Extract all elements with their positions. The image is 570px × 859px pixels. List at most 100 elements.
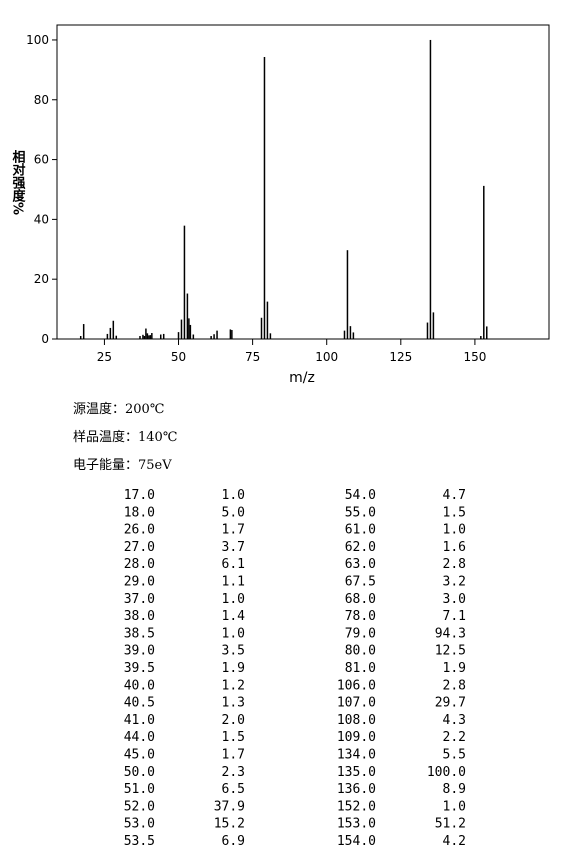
peak bbox=[352, 332, 355, 339]
mz-cell: 78.0 bbox=[345, 609, 376, 624]
intensity-cell: 1.6 bbox=[443, 540, 466, 555]
intensity-cell: 5.5 bbox=[443, 748, 466, 763]
intensity-cell: 1.1 bbox=[222, 575, 245, 590]
mz-cell: 38.5 bbox=[124, 626, 155, 641]
intensity-cell: 4.2 bbox=[443, 834, 466, 849]
peak bbox=[269, 333, 272, 339]
peak bbox=[349, 326, 352, 339]
peak bbox=[162, 333, 165, 339]
peak bbox=[346, 250, 349, 339]
intensity-cell: 1.2 bbox=[222, 678, 245, 693]
intensity-cell: 7.1 bbox=[443, 609, 466, 624]
intensity-cell: 8.9 bbox=[443, 782, 466, 797]
peak bbox=[79, 336, 82, 339]
mz-cell: 37.0 bbox=[124, 592, 155, 607]
x-tick-label: 50 bbox=[171, 350, 186, 364]
condition: 源温度：200℃ bbox=[73, 402, 165, 417]
intensity-cell: 12.5 bbox=[435, 644, 466, 659]
peak bbox=[112, 320, 115, 339]
mz-cell: 109.0 bbox=[337, 730, 376, 745]
x-tick-label: 125 bbox=[389, 350, 412, 364]
mz-cell: 28.0 bbox=[124, 557, 155, 572]
peak bbox=[229, 329, 232, 339]
mz-cell: 27.0 bbox=[124, 540, 155, 555]
mz-cell: 26.0 bbox=[124, 523, 155, 538]
mz-cell: 55.0 bbox=[345, 505, 376, 520]
mz-cell: 154.0 bbox=[337, 834, 376, 849]
mz-cell: 41.0 bbox=[124, 713, 155, 728]
peak bbox=[82, 324, 85, 339]
mz-cell: 152.0 bbox=[337, 799, 376, 814]
peak bbox=[186, 293, 189, 339]
y-tick-label: 80 bbox=[34, 93, 49, 107]
mz-cell: 44.0 bbox=[124, 730, 155, 745]
peak bbox=[231, 330, 233, 339]
intensity-cell: 1.0 bbox=[222, 626, 245, 641]
mz-cell: 63.0 bbox=[345, 557, 376, 572]
mz-cell: 54.0 bbox=[345, 488, 376, 503]
intensity-cell: 51.2 bbox=[435, 817, 466, 832]
peak bbox=[216, 330, 218, 339]
mz-cell: 134.0 bbox=[337, 748, 376, 763]
intensity-cell: 2.0 bbox=[222, 713, 245, 728]
mz-cell: 108.0 bbox=[337, 713, 376, 728]
intensity-cell: 1.9 bbox=[443, 661, 466, 676]
y-tick-label: 100 bbox=[26, 33, 49, 47]
peak bbox=[263, 56, 266, 339]
peak bbox=[426, 322, 429, 339]
intensity-cell: 3.2 bbox=[443, 575, 466, 590]
intensity-cell: 6.9 bbox=[222, 834, 245, 849]
mz-cell: 18.0 bbox=[124, 505, 155, 520]
intensity-cell: 2.8 bbox=[443, 678, 466, 693]
intensity-cell: 1.0 bbox=[443, 523, 466, 538]
mz-cell: 45.0 bbox=[124, 748, 155, 763]
intensity-cell: 1.5 bbox=[222, 730, 245, 745]
intensity-cell: 4.3 bbox=[443, 713, 466, 728]
intensity-cell: 1.0 bbox=[443, 799, 466, 814]
peak bbox=[183, 225, 186, 339]
mz-cell: 106.0 bbox=[337, 678, 376, 693]
peak bbox=[151, 333, 153, 339]
mz-cell: 50.0 bbox=[124, 765, 155, 780]
intensity-cell: 1.9 bbox=[222, 661, 245, 676]
peak bbox=[146, 333, 149, 339]
peak bbox=[189, 324, 192, 339]
peak bbox=[483, 185, 485, 339]
peak bbox=[159, 334, 162, 339]
intensity-cell: 5.0 bbox=[222, 505, 245, 520]
intensity-cell: 3.0 bbox=[443, 592, 466, 607]
peak bbox=[106, 333, 109, 339]
mz-cell: 29.0 bbox=[124, 575, 155, 590]
mz-cell: 39.0 bbox=[124, 644, 155, 659]
mz-cell: 80.0 bbox=[345, 644, 376, 659]
mz-cell: 81.0 bbox=[345, 661, 376, 676]
y-axis-label: 相对强度% bbox=[10, 149, 26, 215]
mz-cell: 38.0 bbox=[124, 609, 155, 624]
intensity-cell: 3.5 bbox=[222, 644, 245, 659]
mz-cell: 135.0 bbox=[337, 765, 376, 780]
x-tick-label: 75 bbox=[245, 350, 260, 364]
intensity-cell: 2.3 bbox=[222, 765, 245, 780]
intensity-cell: 2.2 bbox=[443, 730, 466, 745]
peak bbox=[109, 327, 112, 339]
peak bbox=[213, 334, 215, 339]
mz-cell: 153.0 bbox=[337, 817, 376, 832]
peak bbox=[180, 319, 183, 339]
mz-cell: 107.0 bbox=[337, 696, 376, 711]
intensity-cell: 1.7 bbox=[222, 748, 245, 763]
mz-cell: 62.0 bbox=[345, 540, 376, 555]
intensity-cell: 29.7 bbox=[435, 696, 466, 711]
peak bbox=[139, 336, 141, 339]
mz-cell: 52.0 bbox=[124, 799, 155, 814]
mz-cell: 53.5 bbox=[124, 834, 155, 849]
peak bbox=[480, 336, 482, 339]
intensity-cell: 1.7 bbox=[222, 523, 245, 538]
peak bbox=[188, 318, 190, 339]
intensity-cell: 2.8 bbox=[443, 557, 466, 572]
peak bbox=[429, 39, 432, 339]
x-tick-label: 100 bbox=[315, 350, 338, 364]
intensity-cell: 1.4 bbox=[222, 609, 246, 624]
condition: 样品温度：140℃ bbox=[73, 430, 178, 445]
peak bbox=[115, 335, 118, 339]
